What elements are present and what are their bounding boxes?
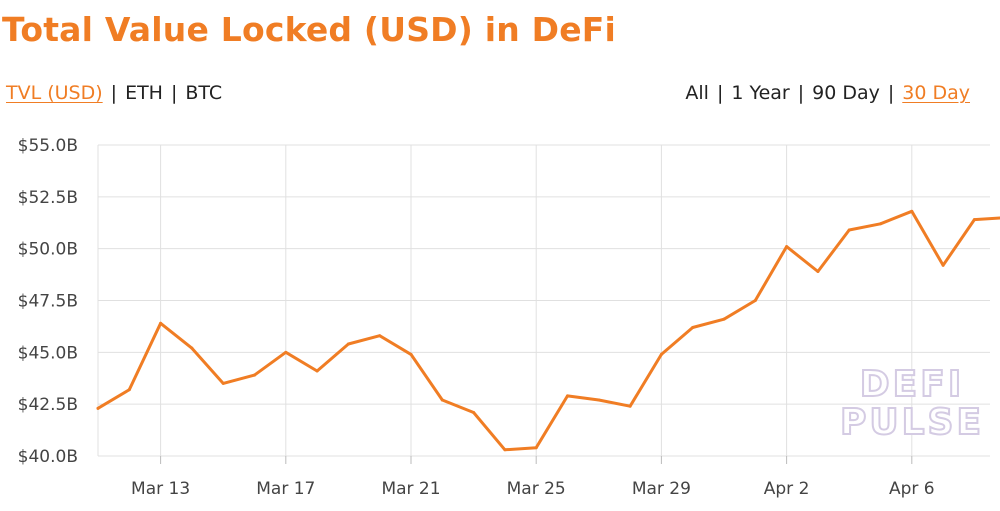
watermark-line-2: PULSE	[840, 402, 984, 443]
y-tick-label: $42.5B	[18, 395, 78, 415]
y-tick-label: $47.5B	[18, 292, 78, 312]
data-point	[253, 373, 256, 377]
data-point	[659, 352, 663, 356]
data-point	[879, 222, 882, 226]
units-toggle-group: TVL (USD) | ETH | BTC	[6, 82, 222, 104]
data-point	[127, 388, 131, 392]
x-axis-ticks: Mar 13 Mar 17 Mar 21 Mar 25 Mar 29 Apr 2 Apr 6	[131, 479, 935, 499]
x-tick-label: Mar 21	[381, 479, 440, 499]
data-point	[378, 334, 382, 338]
separator: |	[110, 82, 118, 104]
y-tick-label: $45.0B	[18, 343, 78, 363]
separator: |	[716, 82, 724, 104]
y-tick-label: $55.0B	[18, 136, 78, 156]
data-point	[722, 317, 726, 321]
watermark-logo: DEFI PULSE	[839, 363, 984, 444]
separator: |	[887, 82, 895, 104]
data-point	[503, 448, 507, 452]
y-tick-label: $40.0B	[18, 447, 78, 467]
x-tick-label: Mar 13	[131, 479, 190, 499]
x-tick-label: Apr 6	[889, 479, 935, 499]
data-point	[284, 350, 288, 354]
data-point	[472, 410, 476, 414]
separator: |	[797, 82, 805, 104]
toggle-tvl-usd[interactable]: TVL (USD)	[6, 82, 103, 104]
chart-title: Total Value Locked (USD) in DeFi	[2, 10, 617, 49]
data-point	[941, 263, 945, 267]
data-point	[753, 299, 757, 302]
range-all[interactable]: All	[685, 82, 709, 104]
y-tick-label: $50.0B	[18, 240, 78, 260]
data-point	[566, 394, 569, 398]
range-30-day[interactable]: 30 Day	[902, 82, 970, 104]
separator: |	[170, 82, 178, 104]
range-1-year[interactable]: 1 Year	[731, 82, 790, 104]
y-axis-ticks: $40.0B $42.5B $45.0B $47.5B $50.0B $52.5B $55.…	[18, 136, 78, 467]
data-point	[221, 381, 225, 385]
data-point	[190, 346, 194, 350]
data-point	[785, 245, 789, 249]
data-point	[691, 325, 695, 329]
grid-lines	[97, 144, 990, 464]
toggle-btc[interactable]: BTC	[185, 82, 223, 104]
data-point	[816, 269, 820, 273]
range-90-day[interactable]: 90 Day	[812, 82, 880, 104]
toggle-eth[interactable]: ETH	[125, 82, 163, 104]
data-point	[159, 321, 163, 325]
x-tick-label: Apr 2	[764, 479, 810, 499]
x-tick-label: Mar 17	[256, 479, 315, 499]
data-point	[972, 218, 976, 222]
x-tick-label: Mar 29	[632, 479, 691, 499]
data-point	[534, 446, 538, 450]
data-point	[409, 352, 413, 356]
data-point	[597, 398, 601, 402]
y-tick-label: $52.5B	[18, 188, 78, 208]
x-tick-label: Mar 25	[507, 479, 566, 499]
data-point	[315, 369, 319, 373]
watermark-line-1: DEFI	[860, 364, 964, 405]
data-point	[346, 342, 350, 346]
data-point	[847, 228, 851, 232]
data-point	[440, 398, 444, 402]
data-point	[910, 209, 914, 213]
series-group	[96, 209, 1000, 452]
data-point	[96, 406, 100, 410]
range-toggle-group: All | 1 Year | 90 Day | 30 Day	[685, 82, 970, 104]
data-point	[628, 404, 632, 408]
